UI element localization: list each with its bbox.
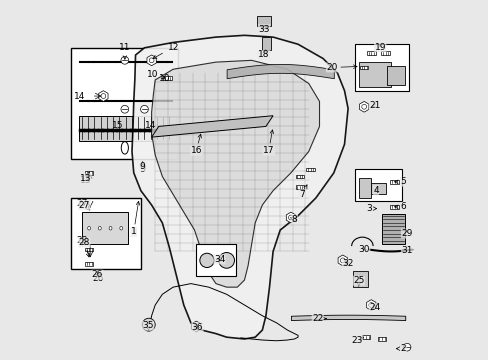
Text: 9: 9 [140, 164, 145, 174]
Bar [389, 180, 398, 184]
Text: 10: 10 [147, 70, 165, 79]
Bar [377, 337, 386, 341]
Ellipse shape [87, 226, 90, 230]
Text: 7: 7 [298, 185, 306, 199]
Text: 14: 14 [144, 121, 156, 130]
Text: 27: 27 [76, 199, 87, 208]
Text: 25: 25 [352, 276, 364, 286]
Text: 23: 23 [350, 336, 363, 345]
Text: 13: 13 [80, 173, 91, 183]
Text: 36: 36 [191, 323, 203, 332]
Bar [359, 66, 367, 69]
Text: 35: 35 [142, 321, 154, 331]
Circle shape [218, 252, 234, 268]
FancyBboxPatch shape [71, 48, 178, 158]
Text: 4: 4 [372, 185, 378, 194]
FancyBboxPatch shape [71, 198, 141, 269]
Text: 19: 19 [374, 42, 385, 51]
Text: 34: 34 [213, 255, 224, 264]
Text: 28: 28 [79, 238, 90, 257]
Bar [358, 178, 370, 198]
Bar [295, 185, 304, 189]
Text: 12: 12 [153, 42, 179, 59]
Polygon shape [132, 35, 347, 339]
Bar [358, 62, 390, 87]
Text: 3: 3 [366, 204, 376, 213]
Text: 30: 30 [358, 245, 369, 254]
Text: 26: 26 [92, 274, 103, 283]
Text: 21: 21 [368, 101, 380, 110]
Circle shape [402, 343, 410, 351]
Bar [381, 51, 389, 55]
Text: 5: 5 [394, 177, 406, 186]
Circle shape [141, 105, 148, 113]
Text: 33: 33 [258, 25, 269, 34]
Polygon shape [337, 255, 346, 266]
Text: 2: 2 [395, 344, 406, 353]
Bar [82, 212, 128, 244]
Text: 8: 8 [290, 215, 297, 224]
Ellipse shape [98, 226, 101, 230]
Polygon shape [359, 102, 368, 112]
Bar [361, 336, 369, 339]
Text: 29: 29 [401, 229, 412, 238]
Text: 20: 20 [325, 63, 356, 72]
Bar [370, 183, 385, 194]
Text: 13: 13 [80, 176, 91, 185]
Bar [84, 171, 93, 175]
Circle shape [260, 21, 267, 28]
Bar [84, 248, 93, 251]
Text: 15: 15 [112, 121, 123, 130]
Text: 17: 17 [263, 130, 274, 155]
Bar [163, 76, 172, 80]
Polygon shape [285, 212, 295, 223]
Text: 10: 10 [159, 74, 170, 83]
Circle shape [121, 57, 128, 64]
Bar [257, 16, 271, 26]
Circle shape [121, 105, 128, 113]
Text: 1: 1 [131, 201, 140, 236]
Bar [386, 66, 405, 85]
Polygon shape [147, 55, 156, 66]
Text: 31: 31 [400, 246, 412, 255]
Text: 32: 32 [342, 260, 353, 269]
Text: 26: 26 [91, 270, 103, 279]
Text: 14: 14 [74, 91, 85, 100]
Text: 18: 18 [258, 50, 269, 59]
Text: 6: 6 [394, 202, 406, 211]
Bar [305, 167, 314, 171]
Ellipse shape [109, 226, 112, 230]
Polygon shape [151, 116, 272, 137]
Bar [295, 175, 304, 178]
Bar [381, 214, 405, 244]
Text: 24: 24 [368, 303, 380, 312]
Bar [389, 205, 398, 208]
Text: 16: 16 [190, 134, 202, 155]
Bar [353, 271, 367, 287]
FancyBboxPatch shape [354, 169, 401, 202]
Text: 28: 28 [76, 236, 87, 245]
Bar [366, 51, 375, 55]
Text: 11: 11 [119, 42, 130, 59]
Text: 9: 9 [140, 162, 145, 171]
Circle shape [200, 253, 214, 267]
Text: 22: 22 [311, 314, 326, 323]
Polygon shape [191, 321, 201, 332]
Text: 27: 27 [79, 201, 90, 210]
FancyBboxPatch shape [196, 244, 235, 276]
Ellipse shape [120, 226, 122, 230]
Polygon shape [99, 91, 108, 102]
Polygon shape [366, 300, 375, 310]
Bar [84, 262, 93, 266]
Bar [80, 116, 176, 141]
Bar [262, 37, 271, 50]
Polygon shape [151, 60, 319, 287]
Circle shape [142, 318, 155, 331]
FancyBboxPatch shape [354, 44, 408, 91]
